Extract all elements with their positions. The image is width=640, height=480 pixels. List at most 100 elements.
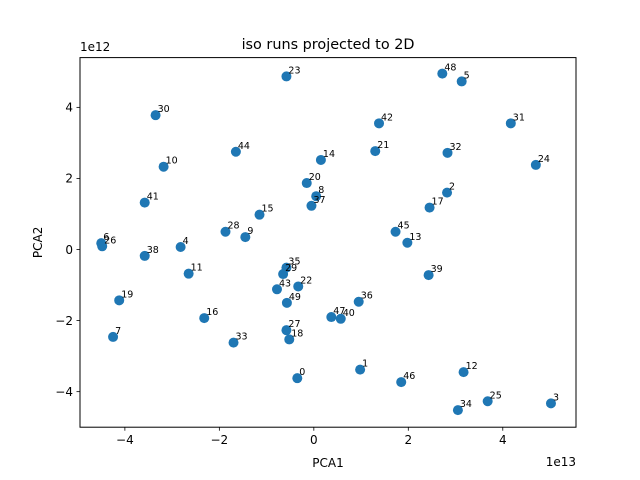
- data-point-47: [326, 312, 337, 323]
- data-point-32: [442, 147, 453, 158]
- data-point-12: [458, 367, 469, 378]
- data-point-4: [175, 242, 186, 253]
- point-label-18: 18: [291, 328, 303, 339]
- point-label-28: 28: [227, 221, 239, 232]
- point-label-2: 2: [449, 182, 455, 193]
- point-label-24: 24: [538, 154, 550, 165]
- point-label-33: 33: [236, 332, 248, 343]
- y-tick-label: 4: [65, 101, 73, 115]
- data-point-11: [183, 268, 194, 279]
- point-label-6: 6: [103, 232, 109, 243]
- point-label-17: 17: [432, 197, 444, 208]
- point-label-47: 47: [333, 306, 345, 317]
- data-point-34: [452, 405, 463, 416]
- data-point-13: [402, 237, 413, 248]
- point-label-38: 38: [147, 245, 159, 256]
- data-point-20: [301, 178, 312, 189]
- y-tick-label: −4: [55, 385, 73, 399]
- point-label-31: 31: [513, 112, 525, 123]
- data-point-7: [108, 331, 119, 342]
- point-label-9: 9: [247, 226, 253, 237]
- point-label-3: 3: [553, 392, 559, 403]
- point-label-40: 40: [343, 308, 355, 319]
- data-point-3: [545, 398, 556, 409]
- data-point-10: [158, 161, 169, 172]
- x-tick-label: 4: [499, 433, 507, 447]
- point-label-37: 37: [313, 195, 325, 206]
- point-label-10: 10: [166, 156, 178, 167]
- data-point-44: [230, 146, 241, 157]
- point-label-27: 27: [288, 319, 300, 330]
- x-tick-label: 0: [310, 433, 318, 447]
- data-point-22: [293, 281, 304, 292]
- data-point-35: [281, 262, 292, 273]
- x-axis-label: PCA1: [312, 456, 343, 470]
- point-label-48: 48: [444, 63, 456, 74]
- data-point-31: [505, 118, 516, 129]
- data-point-8: [311, 191, 322, 202]
- data-point-48: [437, 68, 448, 79]
- data-point-19: [114, 295, 125, 306]
- point-label-12: 12: [466, 361, 478, 372]
- data-point-16: [199, 313, 210, 324]
- data-point-38: [139, 250, 150, 261]
- data-point-9: [240, 232, 251, 243]
- point-label-23: 23: [288, 65, 300, 76]
- point-label-0: 0: [299, 367, 305, 378]
- data-point-39: [423, 270, 434, 281]
- point-label-44: 44: [238, 141, 250, 152]
- point-label-16: 16: [206, 307, 218, 318]
- point-label-5: 5: [464, 70, 470, 81]
- point-label-42: 42: [381, 112, 393, 123]
- point-label-11: 11: [191, 263, 203, 274]
- y-tick-label: 0: [65, 243, 73, 257]
- ticks-layer: −4 −2 0 2 4 −4 −2 0 2 4: [55, 101, 506, 448]
- point-label-36: 36: [361, 291, 373, 302]
- point-label-14: 14: [323, 149, 335, 160]
- chart-title: iso runs projected to 2D: [242, 37, 415, 53]
- data-point-49: [281, 297, 292, 308]
- data-point-24: [530, 159, 541, 170]
- data-point-14: [315, 154, 326, 165]
- data-point-27: [281, 325, 292, 336]
- data-point-23: [281, 71, 292, 82]
- point-label-45: 45: [398, 221, 410, 232]
- data-point-1: [355, 364, 366, 375]
- data-point-43: [271, 284, 282, 295]
- point-label-35: 35: [288, 257, 300, 268]
- point-label-21: 21: [377, 140, 389, 151]
- points-layer: [96, 68, 556, 416]
- point-label-41: 41: [147, 192, 159, 203]
- point-label-39: 39: [431, 264, 443, 275]
- data-point-21: [370, 146, 381, 157]
- point-label-19: 19: [121, 289, 133, 300]
- data-point-15: [254, 209, 265, 220]
- point-label-29: 29: [285, 263, 297, 274]
- data-point-41: [139, 197, 150, 208]
- point-label-22: 22: [300, 275, 312, 286]
- x-tick-label: −4: [116, 433, 134, 447]
- point-label-49: 49: [289, 292, 301, 303]
- data-point-28: [220, 226, 231, 237]
- data-point-42: [374, 118, 385, 129]
- y-tick-label: 2: [65, 172, 73, 186]
- point-label-25: 25: [490, 390, 502, 401]
- point-label-1: 1: [362, 359, 368, 370]
- point-label-20: 20: [309, 172, 321, 183]
- axes-frame: [79, 57, 577, 428]
- x-axis-multiplier: 1e13: [546, 455, 576, 469]
- data-point-5: [456, 76, 467, 87]
- point-label-34: 34: [460, 399, 472, 410]
- data-point-17: [424, 202, 435, 213]
- point-label-4: 4: [183, 236, 189, 247]
- data-point-45: [390, 226, 401, 237]
- data-point-26: [97, 241, 108, 252]
- data-point-37: [306, 200, 317, 211]
- data-point-18: [284, 334, 295, 345]
- y-axis-label: PCA2: [31, 227, 45, 258]
- data-point-40: [335, 313, 346, 324]
- point-label-26: 26: [104, 235, 116, 246]
- data-point-0: [292, 373, 303, 384]
